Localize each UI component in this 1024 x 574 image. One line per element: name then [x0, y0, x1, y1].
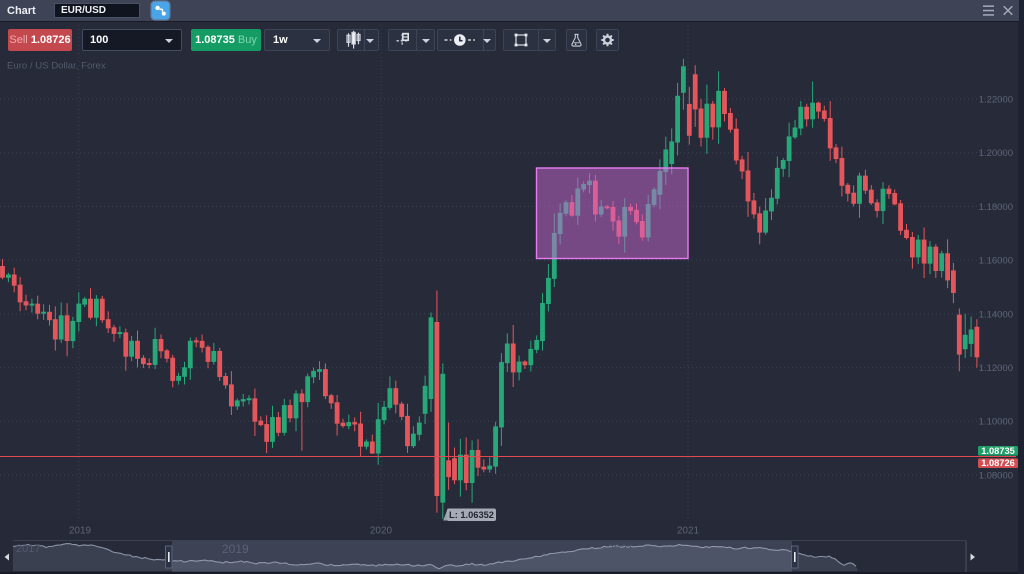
svg-text:1.22000: 1.22000 — [979, 94, 1013, 105]
svg-text:2019: 2019 — [69, 526, 92, 537]
svg-text:1.16000: 1.16000 — [979, 256, 1013, 267]
svg-text:2021: 2021 — [607, 542, 634, 556]
svg-text:L: 1.06352: L: 1.06352 — [449, 510, 494, 520]
svg-text:2020: 2020 — [370, 526, 393, 537]
svg-text:2021: 2021 — [677, 526, 700, 537]
svg-text:1.08735: 1.08735 — [981, 446, 1015, 456]
svg-text:2017: 2017 — [16, 543, 40, 555]
svg-text:1.20000: 1.20000 — [979, 148, 1013, 159]
svg-text:1.18000: 1.18000 — [979, 202, 1013, 213]
svg-text:Euro / US Dollar, Forex: Euro / US Dollar, Forex — [7, 61, 106, 72]
svg-text:2019: 2019 — [222, 542, 249, 556]
svg-text:1.12000: 1.12000 — [979, 363, 1013, 374]
svg-text:1.08726: 1.08726 — [981, 458, 1015, 468]
svg-text:1.14000: 1.14000 — [979, 309, 1013, 320]
svg-text:1.10000: 1.10000 — [979, 417, 1013, 428]
svg-text:1.08000: 1.08000 — [979, 470, 1013, 481]
